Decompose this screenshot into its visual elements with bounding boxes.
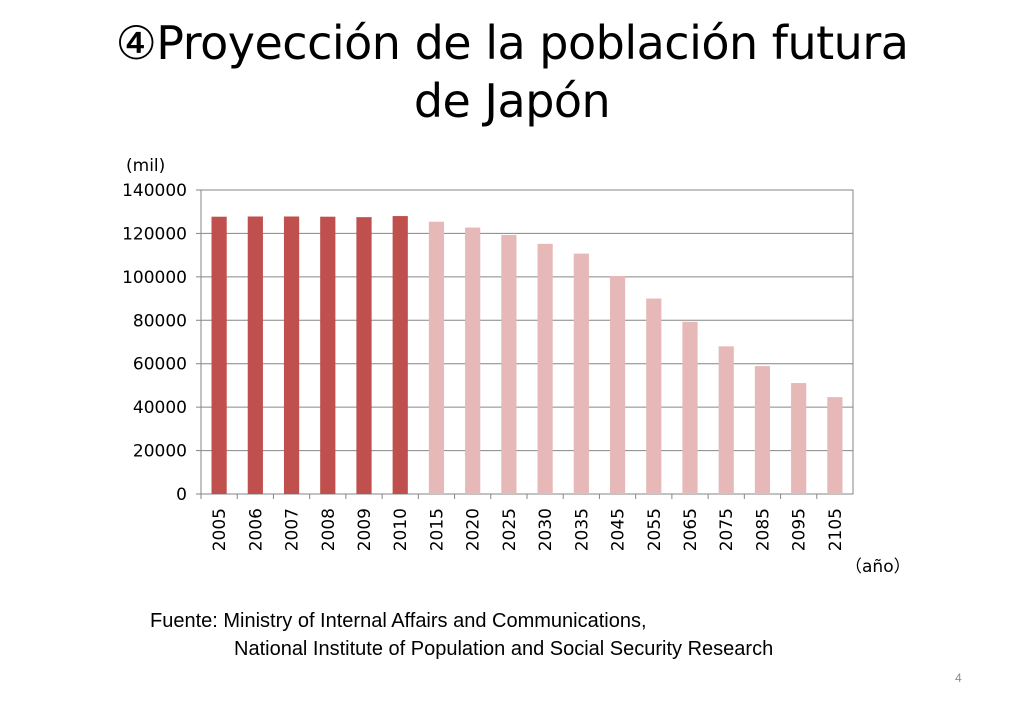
x-axis-unit-label: （año） bbox=[845, 557, 911, 577]
x-tick-label-2085: 2085 bbox=[753, 508, 773, 551]
y-tick-label: 20000 bbox=[133, 442, 187, 462]
x-tick-label-2035: 2035 bbox=[572, 508, 592, 551]
x-tick-label-2009: 2009 bbox=[355, 508, 375, 551]
slide-title: ④Proyección de la población futura de Ja… bbox=[0, 14, 1024, 130]
y-tick-label: 60000 bbox=[133, 355, 187, 375]
x-tick-label-2055: 2055 bbox=[645, 508, 665, 551]
page-number: 4 bbox=[955, 671, 962, 685]
x-tick-label-2065: 2065 bbox=[681, 508, 701, 551]
bar-2105 bbox=[827, 397, 843, 494]
y-tick-label: 140000 bbox=[122, 181, 187, 201]
bar-2085 bbox=[754, 366, 771, 494]
x-tick-label-2006: 2006 bbox=[246, 508, 266, 551]
x-tick-label-2025: 2025 bbox=[500, 508, 520, 551]
bar-2030 bbox=[537, 243, 553, 494]
x-tick-label-2030: 2030 bbox=[536, 508, 556, 551]
x-tick-label-2007: 2007 bbox=[283, 508, 303, 551]
x-tick-label-2095: 2095 bbox=[790, 508, 810, 551]
y-tick-label: 40000 bbox=[133, 398, 187, 418]
x-tick-label-2010: 2010 bbox=[391, 508, 411, 551]
source-line-1: Fuente: Ministry of Internal Affairs and… bbox=[150, 610, 647, 632]
x-tick-label-2105: 2105 bbox=[826, 508, 846, 551]
x-axis-ticks: 2005 2006 2007 2008 2009 2010 2015 2020 2025 2030… bbox=[200, 494, 846, 551]
source-note: Fuente: Ministry of Internal Affairs and… bbox=[150, 607, 773, 663]
x-tick-label-2015: 2015 bbox=[427, 508, 447, 551]
bar-2055 bbox=[646, 298, 662, 494]
y-tick-label: 0 bbox=[176, 485, 187, 505]
x-tick-label-2075: 2075 bbox=[717, 508, 737, 551]
slide-title-line-1: ④Proyección de la población futura bbox=[115, 16, 909, 70]
bar-2009 bbox=[356, 217, 372, 494]
bar-2007 bbox=[283, 216, 300, 494]
slide-title-line-2: de Japón bbox=[413, 74, 611, 128]
x-tick-label-2045: 2045 bbox=[609, 508, 629, 551]
y-tick-label: 100000 bbox=[122, 268, 187, 288]
bar-2015 bbox=[428, 221, 445, 494]
x-tick-label-2005: 2005 bbox=[210, 508, 230, 551]
bar-2065 bbox=[682, 321, 698, 494]
x-tick-label-2008: 2008 bbox=[319, 508, 339, 551]
bar-2075 bbox=[718, 346, 734, 494]
grid-lines bbox=[201, 232, 853, 452]
bar-2095 bbox=[791, 383, 807, 494]
bar-2006 bbox=[247, 216, 263, 494]
y-axis-unit-label: (mil) bbox=[126, 156, 165, 176]
bar-2035 bbox=[573, 253, 589, 494]
bar-2005 bbox=[211, 216, 227, 495]
bars bbox=[211, 216, 843, 495]
bar-2045 bbox=[609, 275, 626, 494]
y-tick-label: 120000 bbox=[122, 224, 187, 244]
y-tick-label: 80000 bbox=[133, 311, 187, 331]
bar-2010 bbox=[392, 216, 408, 495]
bar-2020 bbox=[465, 227, 481, 494]
bar-2008 bbox=[320, 216, 336, 495]
x-tick-label-2020: 2020 bbox=[464, 508, 484, 551]
y-axis-ticks: 0 20000 40000 60000 80000 100000 120000 140000 bbox=[122, 181, 201, 505]
bar-2025 bbox=[501, 234, 517, 494]
source-line-2: National Institute of Population and Soc… bbox=[234, 638, 774, 660]
